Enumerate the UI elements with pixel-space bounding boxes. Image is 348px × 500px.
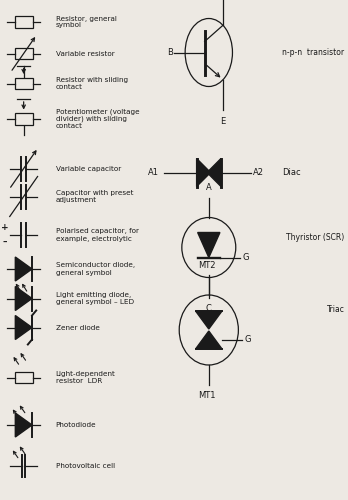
Polygon shape (197, 158, 211, 186)
Polygon shape (196, 311, 222, 329)
Text: B: B (167, 48, 173, 57)
Polygon shape (196, 331, 222, 349)
Text: Capacitor with preset
adjustment: Capacitor with preset adjustment (56, 190, 133, 203)
Bar (15, 16, 33, 28)
Text: Triac: Triac (327, 306, 345, 314)
Text: MT1: MT1 (198, 391, 216, 400)
Text: Photovoltaic cell: Photovoltaic cell (56, 463, 115, 469)
Text: A2: A2 (253, 168, 264, 177)
Text: E: E (220, 118, 226, 126)
Text: A1: A1 (148, 168, 159, 177)
Text: C: C (206, 304, 212, 313)
Text: A: A (206, 184, 212, 192)
Text: Resistor, general
symbol: Resistor, general symbol (56, 16, 117, 28)
Bar (15, 372, 33, 383)
Text: G: G (245, 336, 251, 344)
Bar (15, 48, 33, 59)
Polygon shape (15, 286, 32, 310)
Polygon shape (198, 232, 220, 258)
Polygon shape (207, 158, 221, 186)
Text: Semiconductor diode,
general symbol: Semiconductor diode, general symbol (56, 262, 135, 276)
Polygon shape (15, 257, 32, 281)
Text: Thyristor (SCR): Thyristor (SCR) (286, 233, 345, 242)
Text: +: + (1, 224, 8, 232)
Text: Light-dependent
resistor  LDR: Light-dependent resistor LDR (56, 371, 116, 384)
Text: Zener diode: Zener diode (56, 324, 100, 330)
Text: MT2: MT2 (198, 261, 216, 270)
Text: Light emitting diode,
general symbol – LED: Light emitting diode, general symbol – L… (56, 292, 134, 305)
Text: Diac: Diac (282, 168, 301, 177)
Text: Variable resistor: Variable resistor (56, 50, 114, 56)
Text: n-p-n  transistor: n-p-n transistor (282, 48, 345, 57)
Bar (15, 114, 33, 124)
Bar (15, 78, 33, 89)
Text: Potentiometer (voltage
divider) with sliding
contact: Potentiometer (voltage divider) with sli… (56, 108, 139, 130)
Polygon shape (15, 316, 32, 340)
Text: –: – (2, 238, 7, 246)
Text: Polarised capacitor, for
example, electrolytic: Polarised capacitor, for example, electr… (56, 228, 139, 241)
Text: G: G (243, 253, 250, 262)
Text: Variable capacitor: Variable capacitor (56, 166, 121, 172)
Text: Photodiode: Photodiode (56, 422, 96, 428)
Text: Resistor with sliding
contact: Resistor with sliding contact (56, 77, 128, 90)
Polygon shape (15, 413, 32, 437)
